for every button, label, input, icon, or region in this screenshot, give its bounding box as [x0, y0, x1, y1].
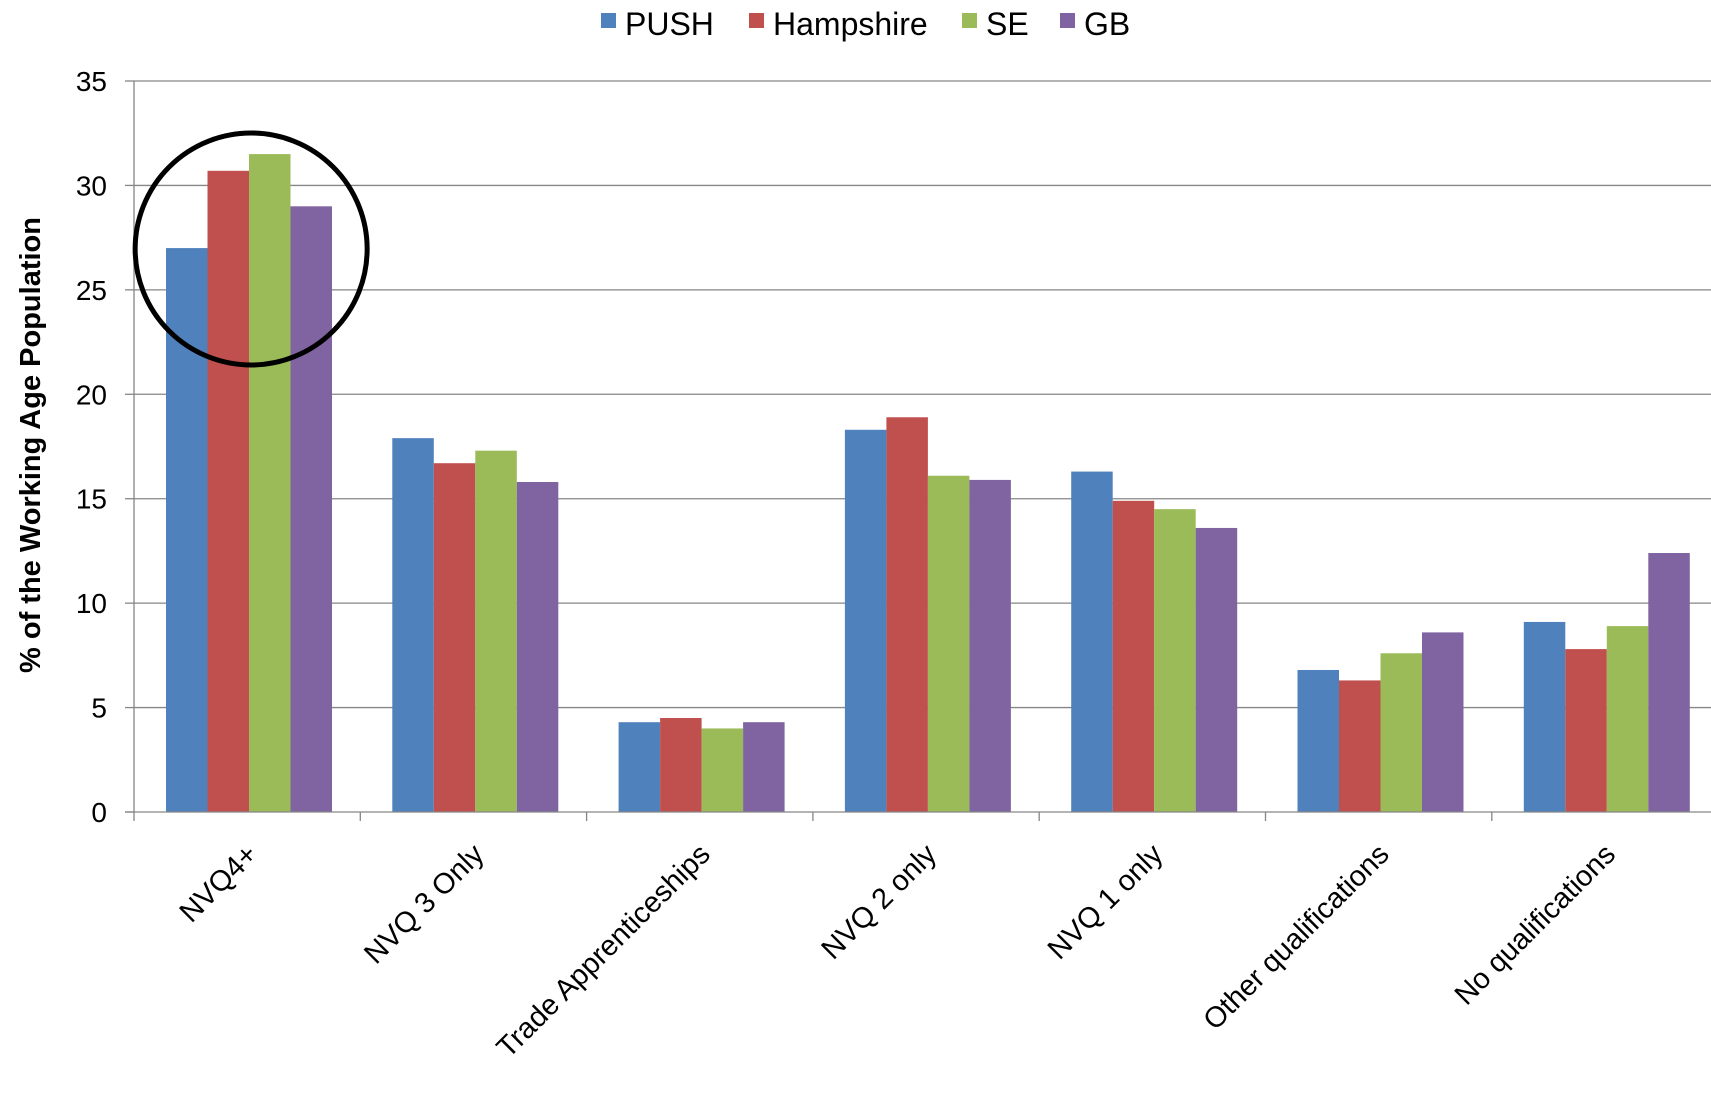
bar-hampshire-6 [1565, 649, 1607, 812]
axes [125, 80, 1711, 821]
bar-se-5 [1380, 653, 1422, 812]
x-category-label: Other qualifications [1197, 838, 1395, 1036]
legend: PUSH Hampshire SE GB [601, 6, 1130, 42]
legend-swatch-push [601, 13, 616, 28]
bar-gb-6 [1648, 553, 1690, 812]
bar-hampshire-1 [433, 463, 476, 812]
bar-push-0 [166, 248, 208, 813]
bar-gb-4 [1195, 527, 1238, 812]
bar-hampshire-5 [1339, 680, 1381, 812]
x-category-label: Trade Apprenticeships [491, 838, 717, 1064]
legend-label-hampshire: Hampshire [773, 6, 928, 42]
bar-gb-3 [969, 479, 1011, 812]
x-category-label: NVQ 2 only [816, 838, 944, 966]
x-category-label: NVQ4+ [174, 838, 264, 928]
bar-hampshire-2 [660, 718, 702, 812]
bars [166, 154, 1690, 813]
y-axis-title: % of the Working Age Population [15, 217, 47, 673]
legend-swatch-gb [1060, 13, 1075, 28]
y-tick-label: 5 [91, 693, 107, 724]
bar-push-6 [1523, 621, 1566, 812]
bar-push-1 [392, 438, 434, 812]
legend-label-se: SE [986, 6, 1029, 42]
bar-push-2 [618, 722, 661, 812]
bar-push-5 [1297, 669, 1339, 812]
bar-se-4 [1154, 509, 1196, 812]
bar-se-3 [927, 475, 970, 812]
x-category-label: No qualifications [1449, 838, 1622, 1011]
y-tick-label: 30 [76, 170, 107, 201]
annotations [132, 130, 370, 368]
bar-push-4 [1071, 471, 1113, 812]
x-category-label: NVQ 3 Only [358, 838, 490, 970]
y-tick-labels: 0 5 10 15 20 25 30 35 [76, 66, 107, 828]
bar-se-2 [701, 728, 744, 812]
bar-gb-5 [1422, 632, 1464, 812]
bar-se-1 [475, 450, 517, 812]
x-category-label: NVQ 1 only [1042, 838, 1170, 966]
y-tick-label: 10 [76, 588, 107, 619]
bar-se-6 [1606, 626, 1649, 812]
bar-se-0 [249, 154, 291, 813]
y-tick-label: 25 [76, 275, 107, 306]
x-category-labels: NVQ4+ NVQ 3 Only Trade Apprenticeships NVQ … [174, 838, 1622, 1064]
bar-hampshire-4 [1112, 500, 1155, 812]
highlight-circle [132, 130, 370, 368]
bar-hampshire-3 [886, 417, 928, 812]
bar-gb-1 [516, 482, 559, 812]
y-tick-label: 35 [76, 66, 107, 97]
bar-gb-2 [743, 722, 785, 812]
bar-hampshire-0 [207, 170, 249, 812]
y-tick-label: 15 [76, 484, 107, 515]
legend-swatch-hampshire [749, 13, 764, 28]
legend-label-push: PUSH [625, 6, 714, 42]
bar-push-3 [844, 429, 887, 812]
y-tick-label: 0 [91, 797, 107, 828]
y-tick-label: 20 [76, 379, 107, 410]
legend-swatch-se [962, 13, 977, 28]
bar-gb-0 [290, 206, 332, 813]
legend-label-gb: GB [1084, 6, 1130, 42]
